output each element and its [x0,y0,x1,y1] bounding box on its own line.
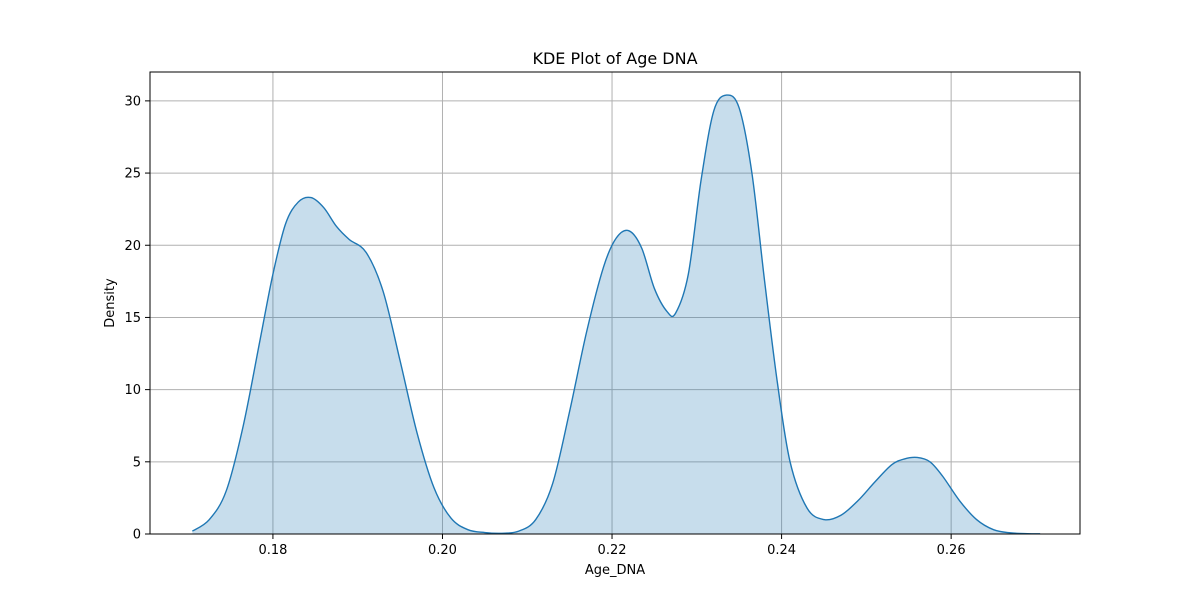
y-axis-label: Density [103,278,118,328]
tick-layer: 0.18 0.20 0.22 0.24 0.26 0 5 10 15 20 25 30 [124,94,965,558]
y-tick-label: 15 [124,311,141,326]
kde-area-fill [192,94,1041,534]
kde-density-line [191,94,1041,535]
x-tick-label: 0.22 [598,543,627,558]
plot-frame [149,71,1081,535]
y-tick-label: 10 [124,383,141,398]
y-tick-label: 20 [124,239,141,254]
y-tick-label: 0 [133,528,141,543]
series-layer [191,94,1041,535]
x-tick-label: 0.26 [937,543,966,558]
y-tick-label: 25 [124,167,141,182]
chart-title: KDE Plot of Age DNA [532,49,697,68]
x-tick-label: 0.20 [428,543,457,558]
y-tick-label: 30 [124,94,141,109]
x-axis-label: Age_DNA [585,563,645,578]
plot-area [150,72,1080,534]
x-tick-label: 0.18 [258,543,287,558]
x-tick-label: 0.24 [767,543,796,558]
y-tick-label: 5 [133,455,141,470]
